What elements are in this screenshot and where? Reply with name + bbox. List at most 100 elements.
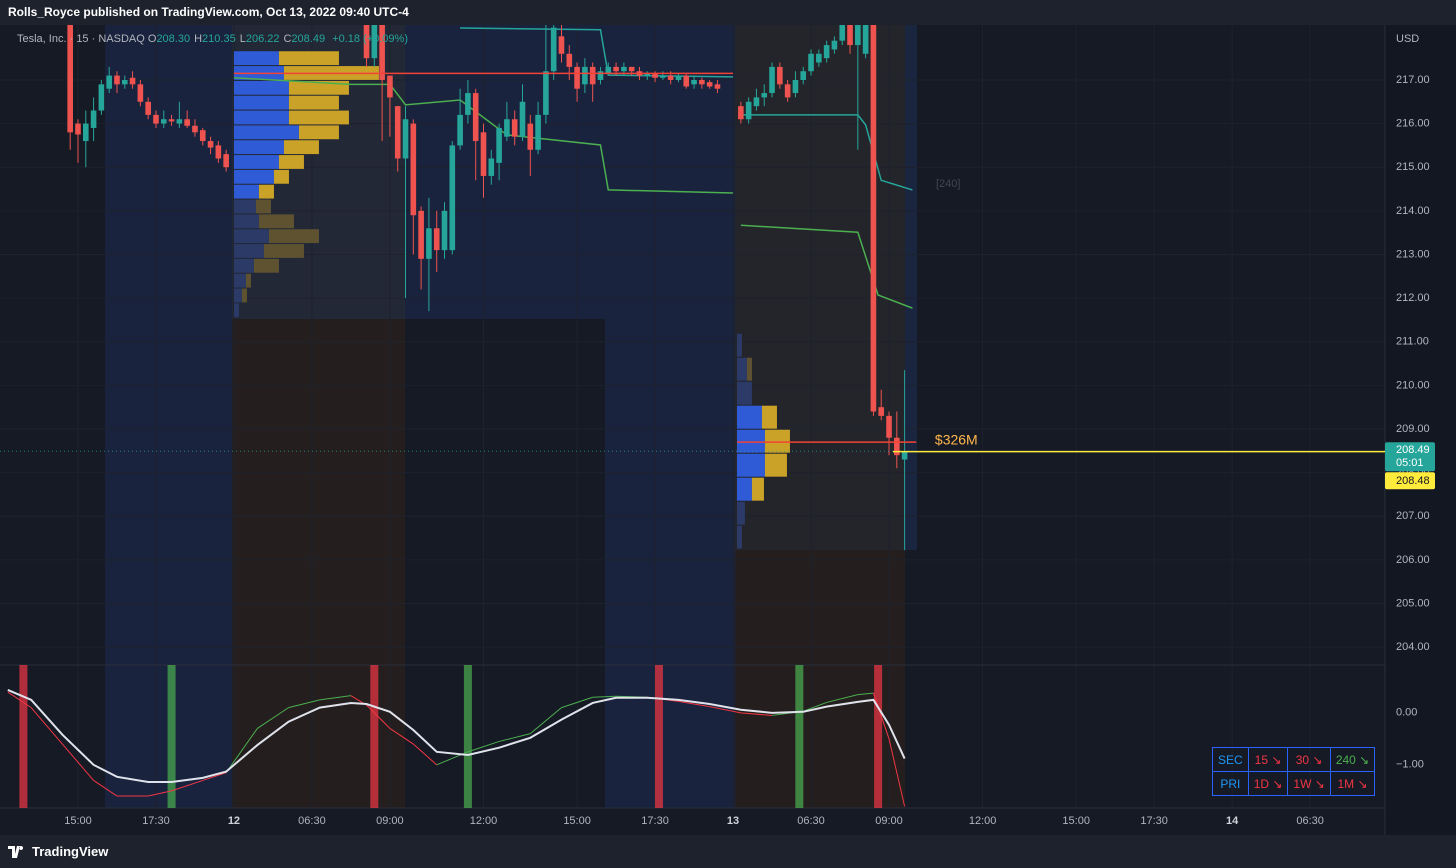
profile-down: [263, 244, 304, 258]
candle-body: [699, 79, 705, 85]
ohlc-label: C: [283, 33, 292, 45]
signal-bar: [795, 665, 804, 808]
y-tick-label: 210.00: [1396, 379, 1430, 391]
ohlc: O208.30 H210.35 L206.22 C208.49: [148, 33, 329, 45]
fast-line: [740, 712, 773, 716]
fast-line: [872, 692, 890, 740]
candle-body: [480, 132, 487, 176]
candle-body: [207, 141, 214, 148]
marker-badge-label: 208.48: [1396, 475, 1430, 487]
fast-line: [93, 780, 118, 797]
fast-line: [592, 695, 617, 698]
y-tick-label: 217.00: [1396, 74, 1430, 86]
signal-bar: [874, 665, 883, 808]
table-row: PRI 1D ↘ 1W ↘ 1M ↘: [1212, 771, 1376, 796]
x-tick-label: 06:30: [298, 815, 326, 827]
profile-down: [764, 429, 790, 453]
y-tick-label: 204.00: [1396, 641, 1430, 653]
candle-body: [114, 75, 120, 85]
ohlc-label: H: [194, 33, 203, 45]
fast-line: [412, 743, 438, 766]
exchange: NASDAQ: [98, 33, 145, 45]
candle-body: [98, 84, 105, 111]
candle-body: [784, 84, 791, 98]
candle-body: [831, 40, 838, 50]
table-cell: PRI: [1212, 771, 1249, 796]
candle-body: [589, 66, 596, 85]
y-tick-label: 206.00: [1396, 554, 1430, 566]
candle-body: [465, 93, 471, 115]
candle-body: [621, 66, 627, 72]
profile-down: [255, 199, 271, 214]
candle-body: [441, 210, 448, 251]
candle-body: [145, 101, 151, 115]
fast-line: [803, 701, 827, 712]
candle-body: [153, 114, 159, 124]
publish-bar: Rolls_Royce published on TradingView.com…: [0, 0, 1456, 25]
session-shade: [905, 25, 917, 550]
profile-up: [736, 525, 742, 549]
profile-up: [233, 199, 256, 214]
ohlc-value: 206.22: [245, 33, 280, 45]
fast-line: [498, 733, 531, 742]
y-tick-label: 211.00: [1396, 336, 1429, 348]
x-tick-label: 09:00: [875, 815, 903, 827]
candle-body: [777, 66, 783, 85]
candle-body: [566, 53, 573, 67]
candle-body: [667, 75, 674, 80]
candle-body: [816, 53, 822, 63]
ohlc-value: 208.30: [156, 33, 191, 45]
fast-line: [709, 706, 741, 714]
candle-body: [870, 25, 877, 412]
profile-up: [736, 501, 745, 525]
fast-line: [30, 707, 63, 745]
profile-box: [232, 319, 405, 808]
candle-body: [176, 119, 183, 124]
profile-down: [751, 477, 764, 501]
candle-body: [511, 119, 518, 137]
candle-body: [574, 66, 580, 89]
y-tick-label: 213.00: [1396, 248, 1430, 260]
profile-up: [233, 273, 246, 288]
profile-down: [283, 140, 319, 155]
candle-body: [761, 93, 768, 98]
candle-body: [106, 75, 112, 89]
table-cell: 15 ↘: [1247, 747, 1289, 772]
candle-body: [535, 114, 541, 150]
y-tick-label: 0.00: [1396, 707, 1417, 719]
candle-body: [472, 93, 479, 142]
candle-body: [488, 158, 495, 176]
fast-line: [7, 691, 32, 709]
profile-up: [233, 214, 259, 229]
profile-up: [736, 477, 752, 501]
candle-body: [184, 119, 190, 126]
profile-down: [278, 51, 339, 66]
ohlc-value: 210.35: [202, 33, 236, 45]
candle-body: [691, 79, 697, 85]
candle-body: [418, 210, 424, 259]
currency-label: USD: [1396, 33, 1419, 45]
candle-body: [862, 25, 869, 54]
candle-body: [550, 27, 557, 72]
signal-bar: [370, 665, 379, 808]
candle-body: [675, 75, 682, 80]
session-shade: [605, 319, 735, 808]
candle-body: [886, 415, 892, 438]
table-row: SEC 15 ↘ 30 ↘ 240 ↘: [1212, 747, 1376, 772]
symbol: Tesla, Inc.: [17, 33, 67, 45]
candle-body: [855, 25, 861, 46]
profile-down: [278, 155, 304, 169]
main-pane: [0, 25, 1385, 551]
profile-down: [288, 95, 339, 110]
profile-down: [245, 273, 251, 288]
y-tick-label: 209.00: [1396, 423, 1430, 435]
profile-up: [736, 381, 752, 405]
x-tick-label: 17:30: [142, 815, 170, 827]
x-tick-label: 06:30: [1296, 815, 1324, 827]
profile-up: [233, 80, 289, 95]
candle-body: [706, 82, 713, 87]
x-tick-label: 12: [228, 815, 240, 827]
fast-line: [319, 695, 351, 701]
candle-body: [371, 25, 378, 59]
